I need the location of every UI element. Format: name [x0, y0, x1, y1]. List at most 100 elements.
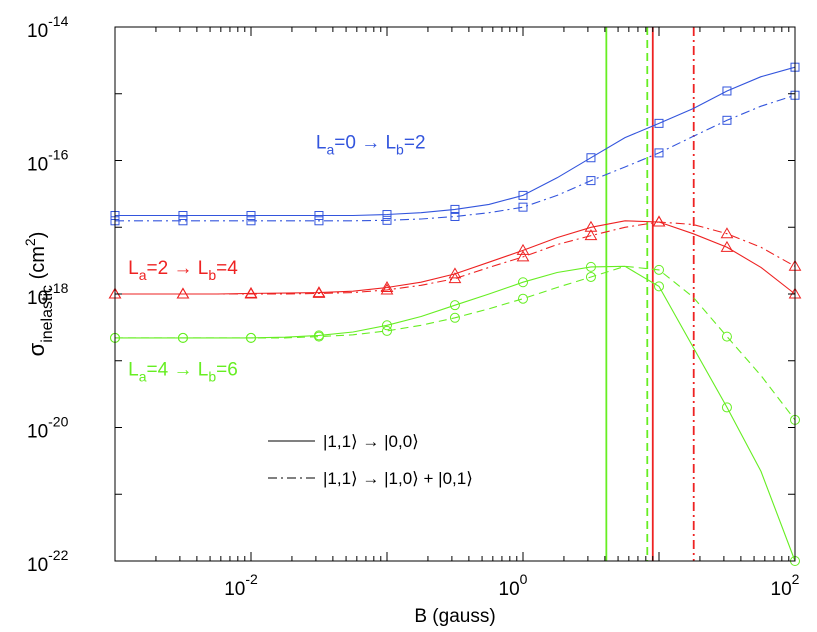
- x-tick-label: 100: [499, 571, 528, 600]
- series-0-point-8: [382, 210, 392, 220]
- legend-label-0: |1,1⟩ → |0,0⟩: [323, 432, 419, 451]
- y-axis-label-base: σ: [24, 342, 49, 356]
- y-tick-label-exp: -16: [48, 147, 68, 163]
- y-tick-label-exp: -20: [48, 414, 68, 430]
- y-axis-label-sub: inelastic: [39, 285, 56, 343]
- series-2-point-2: [176, 287, 190, 299]
- y-axis-label-unit: (cm: [27, 246, 49, 285]
- series-2-point-18: [720, 240, 734, 252]
- series-3-point-6: [312, 286, 326, 298]
- series-labels: La=0 → Lb=2La=2 → Lb=4La=4 → Lb=6: [128, 133, 425, 385]
- x-tick-label-exp: -2: [245, 571, 258, 587]
- y-tick-label-base: 10: [27, 422, 48, 443]
- x-tick-label: 10-2: [224, 571, 258, 600]
- x-tick-label-exp: 2: [792, 571, 800, 587]
- markers-group: [108, 62, 802, 566]
- series-label-part: L: [128, 360, 139, 381]
- y-tick-label-exp: -14: [48, 13, 68, 29]
- series-line-4: [115, 265, 796, 562]
- series-label-part: L: [128, 258, 139, 279]
- series-5-point-4: [246, 332, 256, 343]
- y-tick-label-base: 10: [27, 155, 48, 176]
- series-1-point-8: [382, 215, 392, 225]
- series-0-point-14: [586, 153, 596, 163]
- series-4-point-16: [654, 281, 664, 292]
- series-5-point-14: [585, 271, 596, 282]
- series-5-point-10: [449, 312, 460, 323]
- series-2-point-16: [652, 215, 666, 227]
- series-4-point-18: [721, 402, 732, 413]
- y-axis-label-unit-close: ): [27, 232, 49, 239]
- series-5-point-2: [177, 332, 188, 343]
- series-3-point-2: [176, 287, 190, 299]
- series-label-part: =4 → L: [147, 360, 209, 381]
- x-tick-label: 102: [771, 571, 800, 600]
- series-1-point-6: [314, 216, 324, 226]
- series-line-3: [115, 221, 796, 295]
- series-label-part: =6: [216, 360, 238, 381]
- series-0-point-10: [450, 204, 460, 214]
- series-label-part: b: [208, 267, 216, 283]
- series-5-point-16: [654, 264, 664, 275]
- series-label-2: La=4 → Lb=6: [128, 360, 238, 385]
- series-5-point-18: [721, 331, 732, 342]
- x-tick-label-base: 10: [499, 579, 520, 600]
- x-tick-label-base: 10: [771, 579, 792, 600]
- series-4-point-8: [382, 320, 392, 331]
- series-0-point-18: [722, 86, 732, 96]
- y-tick-label: 10-22: [27, 547, 69, 576]
- series-0-point-12: [518, 190, 528, 200]
- series-4-point-10: [449, 300, 460, 311]
- series-3-point-14: [584, 229, 598, 241]
- y-tick-label-base: 10: [27, 21, 48, 42]
- y-tick-label: 10-20: [27, 414, 69, 443]
- legend: |1,1⟩ → |0,0⟩ |1,1⟩ → |1,0⟩ + |0,1⟩: [268, 432, 473, 488]
- series-5-point-8: [382, 325, 392, 336]
- series-label-part: =0 → L: [334, 133, 396, 154]
- series-0-point-4: [246, 210, 256, 220]
- series-0-point-2: [178, 210, 188, 220]
- series-0-point-16: [654, 118, 664, 128]
- series-1-point-16: [654, 148, 664, 158]
- series-3-point-12: [516, 250, 530, 262]
- vertical-reference-lines: [605, 27, 695, 561]
- series-label-part: a: [139, 267, 147, 283]
- series-label-part: =2 → L: [147, 258, 209, 279]
- y-tick-label: 10-18: [27, 280, 69, 309]
- x-tick-label-base: 10: [224, 579, 245, 600]
- series-line-0: [115, 66, 796, 217]
- y-tick-label-base: 10: [27, 288, 48, 309]
- series-5-point-6: [313, 331, 324, 342]
- series-label-part: =4: [216, 258, 238, 279]
- series-label-part: b: [208, 369, 216, 385]
- x-tick-label-exp: 0: [520, 571, 528, 587]
- series-0-point-6: [314, 210, 324, 220]
- series-label-1: La=2 → Lb=4: [128, 258, 238, 283]
- series-2-point-10: [448, 267, 462, 279]
- series-2-point-8: [380, 281, 394, 293]
- series-1-point-10: [450, 211, 460, 221]
- series-label-part: a: [326, 142, 334, 158]
- series-2-point-12: [516, 243, 530, 255]
- series-label-part: L: [316, 133, 327, 154]
- y-tick-label-exp: -18: [48, 280, 68, 296]
- y-axis-label: σinelastic (cm2): [22, 232, 56, 357]
- y-axis-label-unit-sup: 2: [22, 238, 38, 246]
- series-label-part: =2: [404, 133, 426, 154]
- y-tick-label: 10-16: [27, 147, 69, 176]
- series-1-point-2: [178, 216, 188, 226]
- series-3-point-16: [652, 215, 666, 227]
- series-3-point-4: [244, 287, 258, 299]
- series-3-point-8: [380, 283, 394, 295]
- y-tick-label-exp: -22: [48, 547, 68, 563]
- series-5-point-12: [518, 293, 528, 304]
- series-label-part: b: [396, 142, 404, 158]
- series-4-point-12: [518, 277, 528, 288]
- series-label-part: a: [139, 369, 147, 385]
- series-4-point-14: [585, 261, 596, 272]
- y-tick-label-base: 10: [27, 555, 48, 576]
- y-tick-label: 10-14: [27, 13, 69, 42]
- series-2-point-14: [584, 220, 598, 232]
